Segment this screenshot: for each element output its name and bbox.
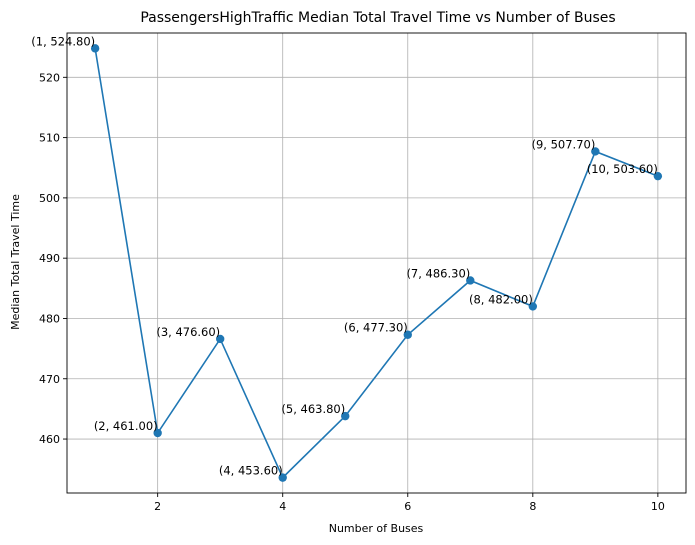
y-tick-label: 460 — [39, 433, 60, 446]
y-tick-label: 480 — [39, 312, 60, 325]
data-point — [278, 473, 287, 482]
axis-ticks: 2 4 6 8 10 460 470 480 490 500 510 520 — [39, 71, 665, 513]
data-point-label: (3, 476.60) — [156, 325, 220, 339]
point-labels: (1, 524.80) (2, 461.00) (3, 476.60) (4, 453… — [31, 34, 658, 477]
chart-title: PassengersHighTraffic Median Total Trave… — [140, 10, 615, 26]
data-point-label: (10, 503.60) — [587, 162, 658, 176]
x-axis-label: Number of Buses — [329, 522, 424, 535]
x-tick-label: 4 — [279, 500, 286, 513]
data-point — [153, 428, 162, 438]
data-point-label: (6, 477.30) — [344, 321, 408, 335]
series-layer — [90, 44, 663, 482]
x-tick-label: 2 — [154, 500, 161, 513]
data-point — [403, 330, 412, 339]
data-point — [90, 44, 100, 53]
data-point — [653, 171, 663, 181]
data-point — [466, 276, 475, 285]
series-line — [94, 48, 659, 480]
x-tick-label: 10 — [651, 500, 665, 513]
data-point-label: (4, 453.60) — [219, 464, 283, 478]
data-point-label: (9, 507.70) — [531, 137, 595, 151]
data-point-label: (7, 486.30) — [406, 266, 470, 280]
data-point-label: (2, 461.00) — [94, 419, 158, 433]
data-point — [215, 334, 225, 344]
data-point — [341, 411, 350, 421]
data-point-label: (5, 463.80) — [281, 402, 345, 416]
grid — [67, 33, 686, 493]
data-point — [591, 147, 600, 156]
data-point-label: (8, 482.00) — [469, 292, 533, 306]
plot-frame — [66, 32, 687, 494]
data-point-label: (1, 524.80) — [31, 34, 95, 48]
x-tick-label: 6 — [404, 500, 411, 513]
x-tick-label: 8 — [529, 500, 536, 513]
y-axis-label: Median Total Travel Time — [9, 194, 22, 330]
y-tick-label: 520 — [39, 71, 60, 84]
y-tick-label: 470 — [39, 373, 60, 386]
y-tick-label: 510 — [39, 132, 60, 145]
y-tick-label: 500 — [39, 192, 60, 205]
y-tick-label: 490 — [39, 252, 60, 265]
data-point — [528, 302, 538, 311]
